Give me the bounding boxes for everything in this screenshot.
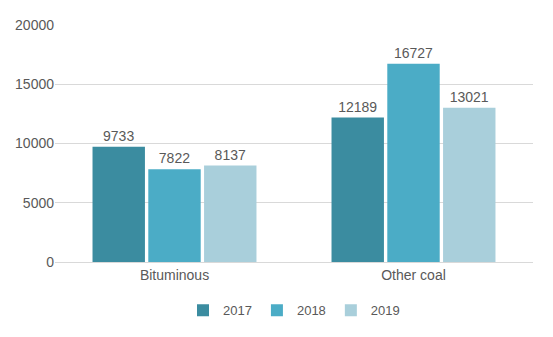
svg-text:20000: 20000 xyxy=(15,17,54,33)
svg-text:13021: 13021 xyxy=(450,89,489,105)
svg-text:8137: 8137 xyxy=(215,147,246,163)
svg-text:0: 0 xyxy=(46,254,54,270)
svg-text:10000: 10000 xyxy=(15,135,54,151)
svg-text:9733: 9733 xyxy=(103,128,134,144)
svg-text:16727: 16727 xyxy=(394,45,433,61)
svg-text:7822: 7822 xyxy=(159,150,190,166)
svg-text:5000: 5000 xyxy=(23,195,54,211)
svg-text:15000: 15000 xyxy=(15,76,54,92)
svg-text:2018: 2018 xyxy=(297,303,326,318)
svg-text:Other coal: Other coal xyxy=(381,267,446,283)
svg-text:Bituminous: Bituminous xyxy=(140,267,209,283)
svg-text:2017: 2017 xyxy=(223,303,252,318)
svg-text:12189: 12189 xyxy=(338,99,377,115)
svg-text:2019: 2019 xyxy=(371,303,400,318)
